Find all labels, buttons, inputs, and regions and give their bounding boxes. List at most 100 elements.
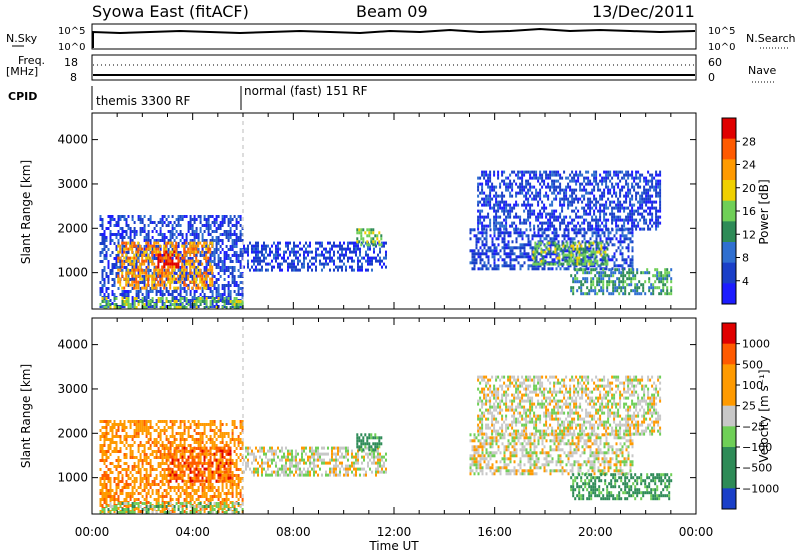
power-cell bbox=[299, 253, 301, 257]
velocity-cell bbox=[151, 453, 154, 456]
power-cell bbox=[157, 247, 160, 251]
velocity-cell bbox=[137, 486, 140, 489]
power-cell bbox=[225, 302, 228, 305]
power-cell bbox=[155, 286, 158, 290]
power-cell bbox=[616, 289, 619, 293]
power-cell bbox=[105, 290, 108, 293]
power-cell bbox=[159, 275, 162, 278]
power-cell bbox=[477, 215, 480, 219]
power-cell bbox=[125, 233, 128, 236]
power-cell bbox=[624, 289, 627, 293]
power-cell bbox=[141, 227, 144, 230]
power-cell bbox=[159, 233, 162, 236]
power-cell bbox=[213, 281, 216, 284]
power-cell bbox=[519, 234, 522, 238]
power-cell bbox=[183, 278, 186, 281]
power-cell bbox=[631, 240, 634, 244]
power-cell bbox=[323, 265, 325, 269]
power-cell bbox=[635, 176, 638, 180]
power-cell bbox=[215, 239, 218, 242]
velocity-cell bbox=[139, 468, 142, 471]
power-cell bbox=[563, 237, 566, 241]
nsky-tick-bottom: 10^0 bbox=[58, 42, 85, 53]
power-cell bbox=[366, 234, 369, 238]
power-cell bbox=[145, 268, 148, 272]
power-cell bbox=[205, 253, 208, 257]
power-cell bbox=[151, 305, 154, 308]
power-cell bbox=[647, 224, 650, 228]
power-cell bbox=[647, 212, 650, 216]
power-cell bbox=[225, 233, 228, 236]
velocity-cell bbox=[165, 447, 168, 450]
power-cell bbox=[538, 262, 541, 266]
power-cell bbox=[570, 244, 573, 248]
power-cell bbox=[127, 224, 130, 227]
power-cell bbox=[567, 206, 570, 210]
power-cell bbox=[239, 233, 242, 236]
power-cell bbox=[203, 251, 206, 254]
power-cell bbox=[553, 182, 556, 186]
power-cell bbox=[617, 197, 620, 201]
velocity-cell bbox=[133, 462, 136, 465]
velocity-cell bbox=[159, 444, 162, 447]
power-cell bbox=[595, 179, 598, 183]
velocity-cell bbox=[163, 477, 166, 480]
velocity-cell bbox=[139, 453, 142, 456]
power-cell bbox=[179, 253, 182, 257]
power-cell bbox=[509, 249, 512, 253]
power-cell bbox=[303, 244, 305, 248]
power-cell bbox=[637, 221, 640, 225]
power-cell bbox=[523, 231, 526, 235]
power-cell bbox=[605, 173, 608, 177]
power-colorbar-tick-label: 12 bbox=[742, 228, 756, 241]
velocity-cell bbox=[143, 447, 146, 450]
power-cell bbox=[599, 258, 602, 262]
power-cell bbox=[639, 203, 642, 207]
power-cell bbox=[107, 221, 110, 224]
power-cell bbox=[235, 281, 238, 284]
power-cell bbox=[137, 274, 140, 278]
power-cell bbox=[171, 262, 174, 266]
velocity-cell bbox=[141, 462, 144, 465]
power-cell bbox=[193, 241, 196, 245]
power-cell bbox=[534, 250, 537, 254]
power-cell bbox=[167, 265, 170, 269]
power-cell bbox=[555, 227, 558, 231]
power-cell bbox=[651, 224, 654, 228]
power-cell bbox=[201, 287, 204, 290]
power-cell bbox=[635, 170, 638, 174]
power-cell bbox=[155, 239, 158, 242]
velocity-cell bbox=[105, 432, 108, 435]
velocity-cell bbox=[137, 471, 140, 474]
power-cell bbox=[647, 206, 650, 210]
power-cell bbox=[135, 260, 138, 263]
power-cell bbox=[600, 274, 603, 278]
power-cell bbox=[598, 274, 601, 278]
power-cell bbox=[559, 176, 562, 180]
velocity-cell bbox=[99, 429, 102, 432]
power-cell bbox=[237, 269, 240, 272]
power-cell bbox=[605, 206, 608, 210]
velocity-cell bbox=[159, 420, 162, 423]
power-cell bbox=[199, 227, 202, 230]
power-cell bbox=[123, 293, 126, 296]
velocity-cell bbox=[145, 486, 148, 489]
power-colorbar-swatch bbox=[722, 200, 736, 222]
power-cell bbox=[137, 293, 140, 296]
nsky-trace bbox=[92, 27, 696, 48]
power-cell bbox=[529, 215, 532, 219]
power-cell bbox=[153, 303, 156, 306]
power-cell bbox=[639, 197, 642, 201]
power-cell bbox=[205, 283, 208, 287]
power-cell bbox=[483, 243, 486, 247]
power-cell bbox=[185, 241, 188, 245]
power-cell bbox=[531, 197, 534, 201]
power-cell bbox=[341, 265, 343, 269]
velocity-cell bbox=[115, 489, 118, 492]
power-cell bbox=[617, 170, 620, 174]
power-cell bbox=[127, 251, 130, 254]
power-cell bbox=[113, 263, 116, 266]
power-cell bbox=[149, 290, 152, 293]
power-cell bbox=[171, 297, 174, 300]
power-cell bbox=[521, 173, 524, 177]
